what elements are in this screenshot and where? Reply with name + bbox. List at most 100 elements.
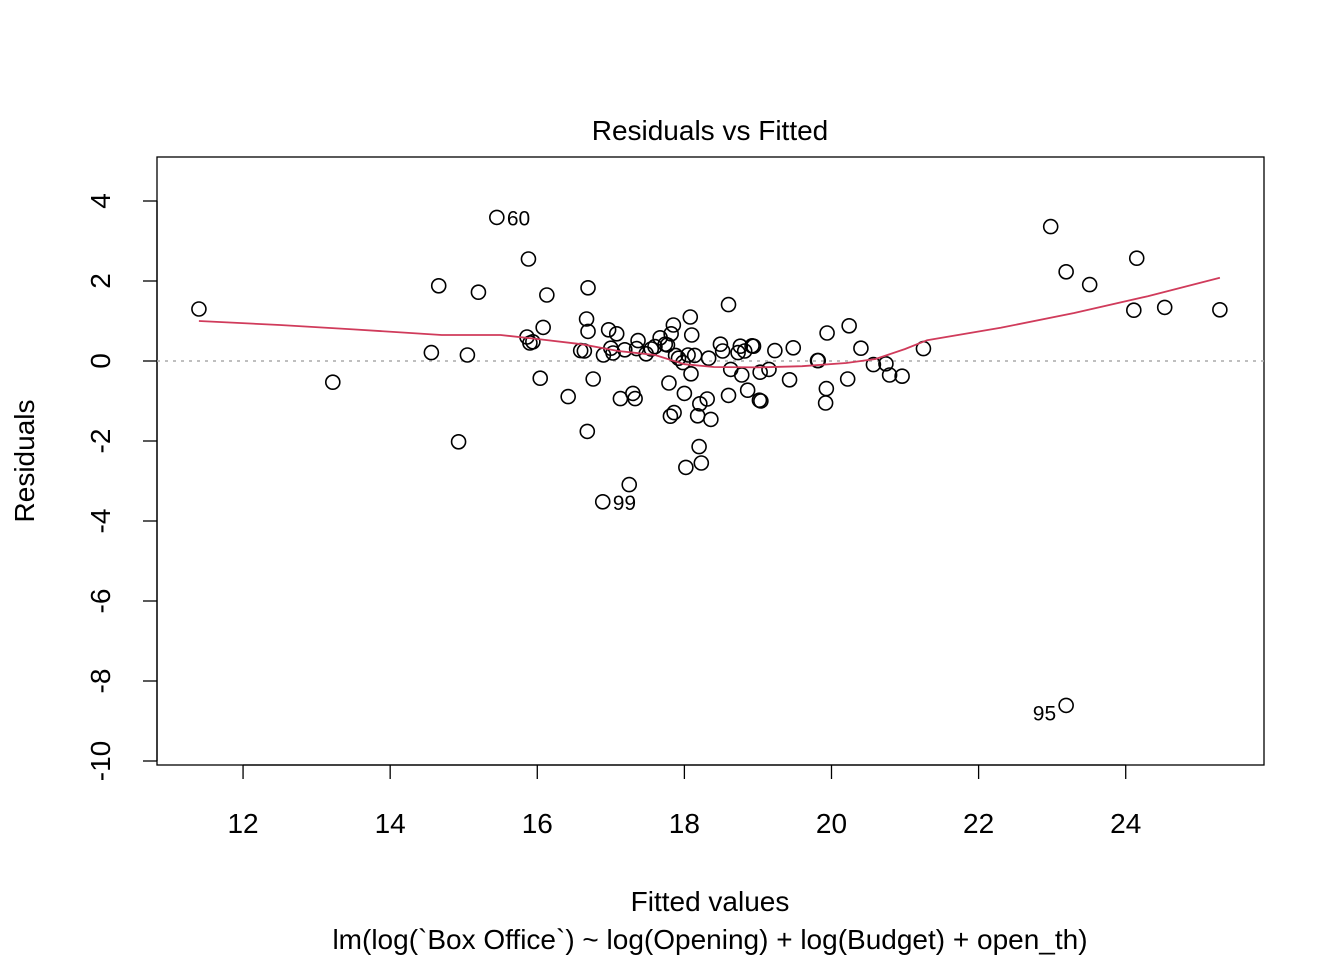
- data-point: [621, 476, 638, 493]
- data-point: [785, 339, 802, 356]
- data-point: [617, 341, 633, 358]
- data-point: [1126, 302, 1142, 319]
- data-point: [627, 390, 643, 407]
- data-point: [712, 336, 729, 353]
- data-point: [676, 385, 693, 402]
- data-point: [670, 350, 687, 367]
- data-point: [663, 325, 679, 342]
- x-tick-label: 24: [1110, 808, 1141, 839]
- point-label: 95: [1033, 702, 1056, 725]
- y-tick-label: 4: [85, 193, 116, 209]
- data-point: [733, 367, 750, 383]
- data-point: [608, 325, 625, 342]
- data-point: [324, 374, 341, 391]
- data-point: [661, 375, 677, 391]
- data-point: [817, 395, 834, 411]
- data-point: [585, 371, 601, 387]
- data-point: [881, 367, 898, 383]
- y-tick-label: -8: [85, 669, 116, 694]
- data-point: [594, 493, 611, 510]
- data-point: [539, 287, 555, 303]
- data-point: [580, 323, 596, 340]
- data-point: [525, 333, 541, 350]
- data-point: [423, 344, 440, 361]
- data-point: [703, 411, 719, 428]
- data-point: [853, 340, 869, 357]
- x-tick-label: 16: [522, 808, 553, 839]
- data-point: [560, 388, 576, 405]
- data-point: [678, 459, 694, 476]
- data-point: [578, 311, 595, 327]
- y-axis-label: Residuals: [9, 400, 40, 523]
- data-point: [1212, 301, 1228, 318]
- data-point: [579, 423, 596, 440]
- data-point: [191, 301, 207, 317]
- data-point: [532, 370, 549, 387]
- point-label: 99: [613, 492, 636, 515]
- data-point: [693, 455, 710, 471]
- data-point: [767, 342, 783, 359]
- y-axis: -10 -8 -6 -4 -2 0 2 4: [85, 193, 158, 781]
- data-point: [520, 251, 537, 267]
- data-point: [459, 347, 476, 363]
- data-point: [1058, 697, 1074, 714]
- x-tick-label: 22: [963, 808, 994, 839]
- data-point: [819, 325, 835, 341]
- data-point: [720, 296, 737, 313]
- data-point: [818, 380, 835, 397]
- data-point: [683, 327, 700, 343]
- data-point: [781, 371, 798, 388]
- x-tick-label: 12: [227, 808, 258, 839]
- data-point: [600, 321, 617, 338]
- points-layer: [191, 209, 1228, 714]
- data-point: [666, 404, 682, 421]
- data-point: [680, 347, 696, 363]
- data-point: [1058, 263, 1074, 280]
- plot-frame: [156, 156, 1265, 766]
- x-axis: 12 14 16 18 20 22 24: [227, 764, 1141, 839]
- data-point: [700, 350, 717, 367]
- chart-title: Residuals vs Fitted: [592, 115, 829, 146]
- point-labels: 60 99 95: [507, 207, 1056, 725]
- data-point: [752, 364, 768, 381]
- x-axis-label: Fitted values: [631, 886, 790, 917]
- data-point: [450, 433, 467, 450]
- data-point: [722, 361, 739, 378]
- data-point: [683, 365, 699, 382]
- data-point: [470, 284, 487, 301]
- y-tick-label: -6: [85, 589, 116, 614]
- data-point: [535, 319, 551, 336]
- y-tick-label: -10: [85, 741, 116, 781]
- data-point: [605, 345, 621, 361]
- data-point: [1042, 218, 1059, 235]
- data-point: [682, 309, 699, 325]
- data-point: [730, 344, 746, 361]
- y-tick-label: -2: [85, 429, 116, 454]
- data-point: [662, 408, 679, 425]
- data-point: [745, 338, 762, 355]
- data-point: [865, 356, 882, 373]
- data-point: [580, 279, 596, 296]
- x-tick-label: 20: [816, 808, 847, 839]
- data-point: [810, 352, 827, 369]
- data-point: [1128, 250, 1145, 267]
- data-point: [659, 337, 676, 353]
- data-point: [714, 343, 731, 359]
- point-label: 60: [507, 207, 530, 230]
- data-point: [753, 393, 769, 409]
- data-point: [489, 209, 505, 226]
- data-point: [643, 341, 660, 357]
- x-tick-label: 14: [375, 808, 406, 839]
- data-point: [1156, 299, 1173, 316]
- data-point: [878, 355, 894, 372]
- y-tick-label: -4: [85, 509, 116, 534]
- chart-subtitle: lm(log(`Box Office`) ~ log(Opening) + lo…: [332, 924, 1087, 955]
- data-point: [675, 354, 691, 371]
- data-point: [430, 277, 447, 294]
- smooth-line: [198, 276, 1221, 369]
- data-point: [894, 368, 910, 385]
- data-point: [839, 371, 856, 387]
- data-point: [739, 382, 756, 399]
- x-tick-label: 18: [669, 808, 700, 839]
